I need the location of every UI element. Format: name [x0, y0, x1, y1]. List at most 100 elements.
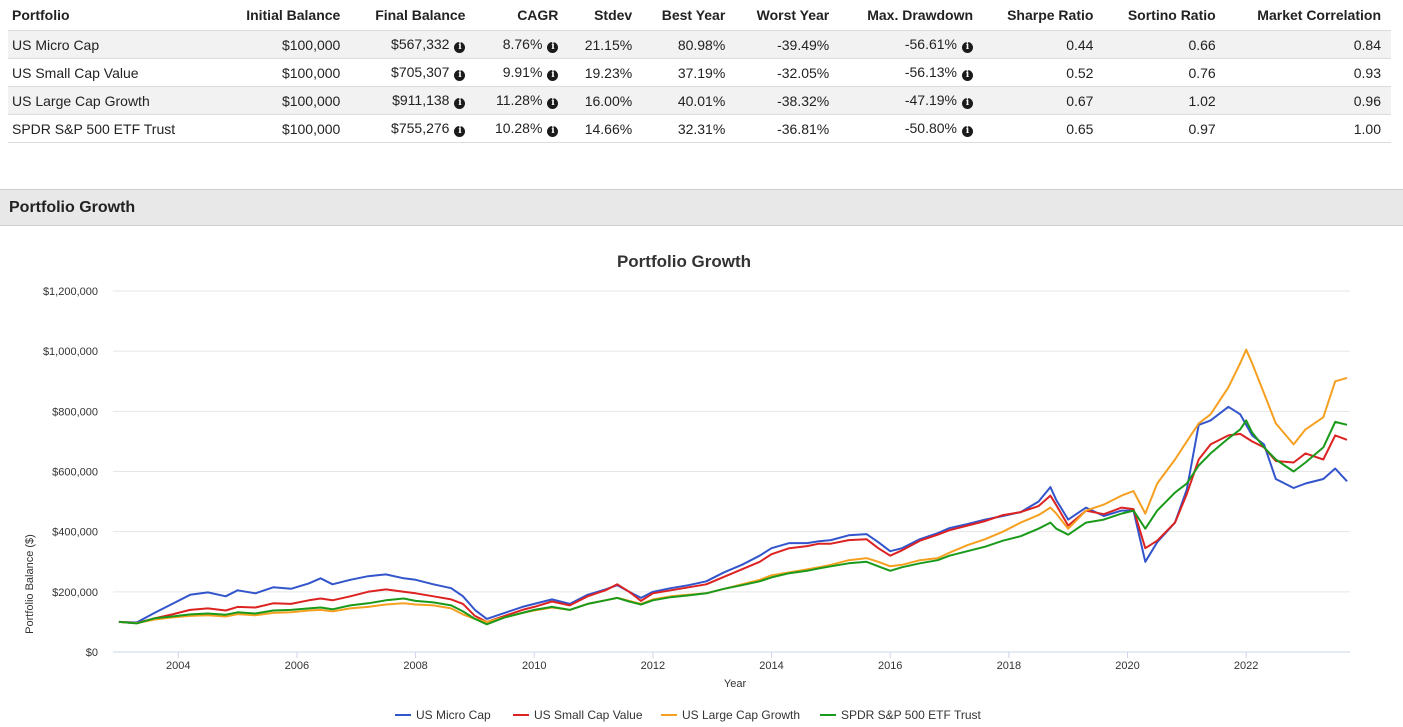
cell-cagr: 10.28% i — [475, 114, 569, 143]
legend-item[interactable]: US Small Cap Value — [513, 708, 643, 722]
table-row: US Small Cap Value $100,000 $705,307 i 9.… — [8, 58, 1391, 87]
col-header-worst-year[interactable]: Worst Year — [756, 7, 830, 23]
cell-stdev: 16.00% — [568, 86, 643, 115]
legend-item[interactable]: US Large Cap Growth — [661, 708, 800, 722]
col-header-best-year[interactable]: Best Year — [661, 7, 726, 23]
cell-sharpe-ratio: 0.44 — [983, 30, 1104, 59]
info-circle-icon[interactable]: i — [547, 126, 559, 137]
chart-gridlines — [113, 290, 1350, 593]
legend-label: SPDR S&P 500 ETF Trust — [841, 708, 981, 722]
cell-value: $705,307 — [391, 64, 450, 80]
table-row: SPDR S&P 500 ETF Trust $100,000 $755,276… — [8, 114, 1391, 143]
cell-value: -56.13% — [904, 64, 958, 80]
legend-item[interactable]: SPDR S&P 500 ETF Trust — [820, 708, 981, 722]
series-line-2[interactable] — [118, 432, 1348, 625]
cell-value: -50.80% — [904, 120, 958, 136]
series-line-4[interactable] — [118, 419, 1348, 626]
info-circle-icon[interactable]: i — [547, 70, 559, 81]
table-row: US Micro Cap $100,000 $567,332 i 8.76% i 2… — [8, 30, 1391, 59]
cell-cagr: 8.76% i — [475, 30, 569, 59]
info-circle-icon[interactable]: i — [962, 70, 974, 81]
chart-legend: US Micro Cap US Small Cap Value US Large C… — [395, 708, 981, 722]
x-axis-tick-labels: 2004 2006 2008 2010 2012 2014 2016 2018 2020 2022 — [166, 652, 1258, 672]
cell-sortino-ratio: 0.66 — [1103, 30, 1226, 59]
x-tick-label: 2018 — [997, 660, 1021, 672]
table-header-row: Portfolio Initial Balance Final Balance … — [8, 0, 1391, 31]
y-tick-label: $400,000 — [52, 527, 98, 539]
cell-cagr: 11.28% i — [475, 86, 569, 115]
y-axis-tick-labels: $0 $200,000 $400,000 $600,000 $800,000 $1,000… — [43, 286, 98, 659]
cell-initial-balance: $100,000 — [220, 58, 351, 87]
col-header-portfolio[interactable]: Portfolio — [12, 7, 70, 23]
cell-sharpe-ratio: 0.52 — [983, 58, 1104, 87]
cell-final-balance: $911,138 i — [350, 86, 476, 115]
y-axis-label: Portfolio Balance ($) — [24, 534, 36, 634]
x-tick-label: 2016 — [878, 660, 902, 672]
cell-max-drawdown: -50.80% i — [839, 114, 984, 143]
info-circle-icon[interactable]: i — [454, 70, 466, 81]
cell-value: $911,138 — [392, 92, 450, 108]
cell-market-correlation: 1.00 — [1225, 114, 1391, 143]
cell-market-correlation: 0.96 — [1225, 86, 1391, 115]
col-header-sharpe-ratio[interactable]: Sharpe Ratio — [1007, 7, 1094, 23]
col-header-market-correlation[interactable]: Market Correlation — [1257, 7, 1381, 23]
cell-max-drawdown: -56.61% i — [839, 30, 984, 59]
y-tick-label: $800,000 — [52, 406, 98, 418]
x-tick-label: 2004 — [166, 660, 190, 672]
info-circle-icon[interactable]: i — [962, 126, 974, 137]
cell-worst-year: -36.81% — [735, 114, 840, 143]
cell-sortino-ratio: 1.02 — [1103, 86, 1226, 115]
col-header-initial-balance[interactable]: Initial Balance — [246, 7, 341, 23]
cell-final-balance: $705,307 i — [350, 58, 476, 87]
portfolio-growth-chart: Portfolio Growth $0 $200,000 $400,000 $600,… — [24, 252, 1350, 722]
series-line-3[interactable] — [118, 348, 1348, 625]
cell-value: 8.76% — [502, 36, 543, 52]
cell-best-year: 32.31% — [642, 114, 736, 143]
y-tick-label: $1,200,000 — [43, 286, 98, 298]
portfolio-growth-section-header: Portfolio Growth — [0, 189, 1403, 226]
cell-worst-year: -39.49% — [735, 30, 840, 59]
cell-max-drawdown: -47.19% i — [839, 86, 984, 115]
legend-label: US Micro Cap — [416, 708, 491, 722]
cell-sortino-ratio: 0.76 — [1103, 58, 1226, 87]
cell-sharpe-ratio: 0.67 — [983, 86, 1104, 115]
col-header-cagr[interactable]: CAGR — [517, 7, 559, 23]
cell-worst-year: -32.05% — [735, 58, 840, 87]
cell-initial-balance: $100,000 — [220, 86, 351, 115]
cell-portfolio: US Micro Cap — [8, 30, 221, 59]
cell-value: $567,332 — [391, 36, 450, 52]
info-circle-icon[interactable]: i — [962, 42, 974, 53]
cell-value: 10.28% — [494, 120, 543, 136]
legend-item[interactable]: US Micro Cap — [395, 708, 491, 722]
cell-stdev: 14.66% — [568, 114, 643, 143]
y-tick-label: $200,000 — [52, 587, 98, 599]
cell-market-correlation: 0.93 — [1225, 58, 1391, 87]
cell-market-correlation: 0.84 — [1225, 30, 1391, 59]
info-circle-icon[interactable]: i — [547, 98, 559, 109]
x-tick-label: 2014 — [759, 660, 783, 672]
info-circle-icon[interactable]: i — [454, 98, 466, 109]
cell-best-year: 37.19% — [642, 58, 736, 87]
x-tick-label: 2020 — [1115, 660, 1139, 672]
x-tick-label: 2012 — [641, 660, 665, 672]
cell-sharpe-ratio: 0.65 — [983, 114, 1104, 143]
table-row: US Large Cap Growth $100,000 $911,138 i 1… — [8, 86, 1391, 115]
info-circle-icon[interactable]: i — [454, 42, 466, 53]
col-header-sortino-ratio[interactable]: Sortino Ratio — [1127, 7, 1216, 23]
portfolio-stats-table: Portfolio Initial Balance Final Balance … — [8, 0, 1391, 143]
x-tick-label: 2010 — [522, 660, 546, 672]
cell-value: -47.19% — [904, 92, 958, 108]
col-header-final-balance[interactable]: Final Balance — [375, 7, 466, 23]
col-header-max-drawdown[interactable]: Max. Drawdown — [867, 7, 974, 23]
legend-label: US Small Cap Value — [534, 708, 643, 722]
info-circle-icon[interactable]: i — [962, 98, 974, 109]
info-circle-icon[interactable]: i — [547, 42, 559, 53]
col-header-stdev[interactable]: Stdev — [594, 7, 633, 23]
cell-worst-year: -38.32% — [735, 86, 840, 115]
cell-portfolio: SPDR S&P 500 ETF Trust — [8, 114, 221, 143]
series-line-1[interactable] — [118, 405, 1348, 624]
info-circle-icon[interactable]: i — [454, 126, 466, 137]
cell-stdev: 19.23% — [568, 58, 643, 87]
cell-initial-balance: $100,000 — [220, 30, 351, 59]
